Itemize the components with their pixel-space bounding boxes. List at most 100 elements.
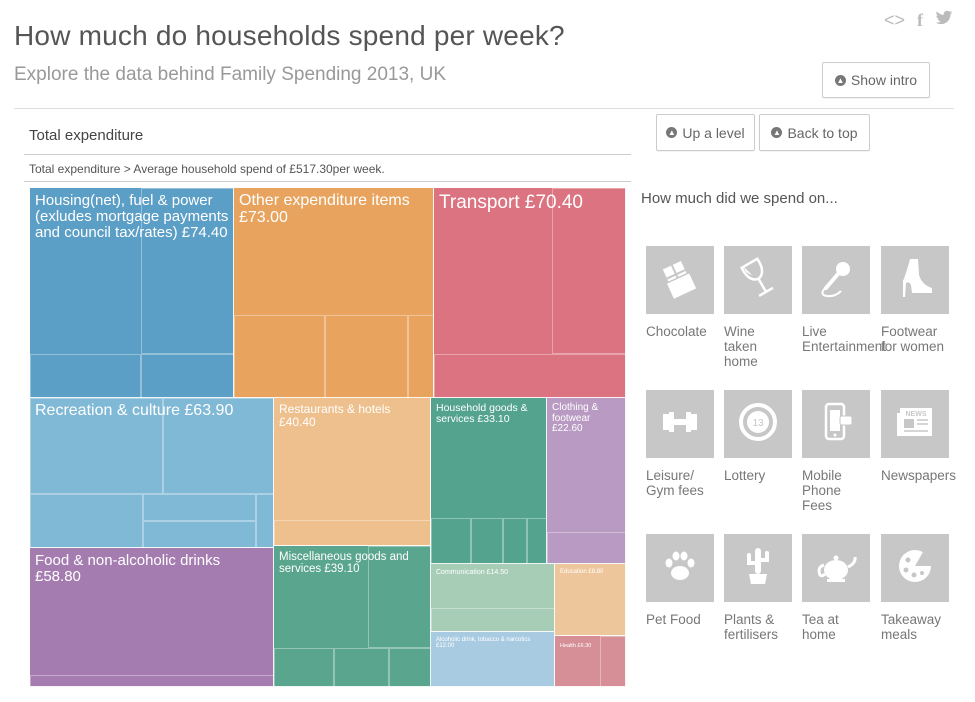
spend-tile-label: Mobile Phone Fees — [802, 468, 842, 513]
lottery-number: 13 — [752, 418, 764, 429]
treemap-label: Recreation & culture £63.90 — [35, 402, 234, 419]
treemap-subcell — [30, 675, 273, 686]
spend-tile-label: Plants & fertilisers — [724, 612, 779, 642]
treemap-subcell — [141, 354, 233, 397]
back-to-top-button[interactable]: ▲ Back to top — [759, 114, 870, 151]
spend-tile-gym[interactable]: Leisure/ Gym fees — [646, 390, 714, 498]
treemap-label: Transport £70.40 — [439, 192, 583, 213]
treemap-label: Food & non-alcoholic drinks £58.80 — [35, 552, 221, 585]
treemap-subcell — [30, 398, 163, 494]
treemap-subcell — [141, 188, 233, 354]
treemap-label: Alcoholic drink, tobacco & narcotics £12… — [436, 637, 531, 650]
spend-tile-lottery[interactable]: 13 Lottery — [724, 390, 792, 483]
treemap-cell-health[interactable]: Health £6.30 — [555, 636, 626, 687]
treemap-cell-communication[interactable]: Communication £14.50 — [431, 564, 555, 632]
treemap-label: Miscellaneous goods and services £39.10 — [279, 551, 409, 576]
spend-tile-label: Pet Food — [646, 612, 701, 627]
treemap-subcell — [431, 518, 471, 563]
treemap-subcell — [143, 494, 256, 521]
treemap-cell-miscellaneous[interactable]: Miscellaneous goods and services £39.10 — [274, 546, 431, 687]
wine-glass-icon — [735, 255, 781, 306]
page-subtitle: Explore the data behind Family Spending … — [14, 64, 446, 85]
embed-icon[interactable]: <> — [883, 10, 905, 30]
spend-tile-label: Chocolate — [646, 324, 707, 339]
treemap-cell-education[interactable]: Education £8.80 — [555, 564, 626, 636]
treemap-subcell — [30, 494, 143, 547]
newspaper-icon: NEWS — [892, 399, 938, 450]
treemap-cell-alcohol[interactable]: Alcoholic drink, tobacco & narcotics £12… — [431, 632, 555, 687]
treemap-subcell — [368, 546, 430, 648]
treemap-label: Other expenditure items £73.00 — [239, 192, 410, 226]
up-a-level-button[interactable]: ▲ Up a level — [656, 114, 755, 151]
treemap-subcell — [434, 354, 625, 397]
spend-tile-label: Newspapers — [881, 468, 957, 483]
spend-tile-label: Takeaway meals — [881, 612, 942, 642]
treemap-cell-transport[interactable]: Transport £70.40 — [434, 188, 626, 398]
spend-tile-mobile[interactable]: Mobile Phone Fees — [802, 390, 870, 513]
up-arrow-icon: ▲ — [834, 74, 846, 86]
treemap-subcell — [527, 518, 546, 563]
treemap-label: Health £6.30 — [560, 643, 592, 649]
treemap-subcell — [547, 532, 625, 563]
spend-heading: How much did we spend on... — [641, 190, 838, 207]
treemap-cell-food[interactable]: Food & non-alcoholic drinks £58.80 — [30, 548, 274, 687]
treemap-label: Restaurants & hotels £40.40 — [279, 402, 391, 429]
treemap-cell-restaurants[interactable]: Restaurants & hotels £40.40 — [274, 398, 431, 546]
spend-tile-newspapers[interactable]: NEWS Newspapers — [881, 390, 956, 483]
treemap-cell-housing[interactable]: Housing(net), fuel & power (exludes mort… — [30, 188, 234, 398]
spend-tile-takeaway[interactable]: Takeaway meals — [881, 534, 949, 642]
spend-tile-plants[interactable]: Plants & fertilisers — [724, 534, 792, 642]
treemap-subcell — [408, 315, 433, 397]
treemap-subcell — [256, 494, 273, 547]
treemap-cell-clothing[interactable]: Clothing & footwear £22.60 — [547, 398, 626, 564]
treemap-label: Housing(net), fuel & power (exludes mort… — [35, 192, 229, 241]
newspaper-masthead: NEWS — [906, 411, 927, 418]
breadcrumb-divider-bottom — [24, 181, 631, 182]
microphone-icon — [813, 255, 859, 306]
twitter-icon[interactable] — [935, 10, 953, 31]
treemap-title: Total expenditure — [29, 127, 144, 144]
share-bar: <> f — [884, 10, 953, 31]
treemap-cell-recreation[interactable]: Recreation & culture £63.90 — [30, 398, 274, 548]
breadcrumb[interactable]: Total expenditure > Average household sp… — [29, 162, 385, 176]
spend-tile-label: Wine taken home — [724, 324, 758, 369]
treemap-subcell — [274, 648, 334, 686]
chocolate-icon — [657, 255, 703, 306]
treemap-subcell — [431, 608, 554, 631]
mobile-phone-icon — [813, 399, 859, 450]
spend-tile-pet-food[interactable]: Pet Food — [646, 534, 714, 627]
spend-tile-label: Leisure/ Gym fees — [646, 468, 704, 498]
spend-tile-chocolate[interactable]: Chocolate — [646, 246, 714, 339]
up-arrow-icon: ▲ — [771, 127, 783, 138]
spend-tile-label: Footwear for women — [881, 324, 945, 354]
treemap-subcell — [30, 354, 141, 397]
treemap-subcell — [325, 315, 408, 397]
page-title: How much do households spend per week? — [14, 20, 565, 51]
treemap-subcell — [389, 648, 430, 686]
spending-treemap: Housing(net), fuel & power (exludes mort… — [30, 188, 626, 687]
spend-tile-footwear[interactable]: Footwear for women — [881, 246, 949, 354]
spend-tile-live-entertainment[interactable]: Live Entertainment — [802, 246, 886, 354]
back-to-top-label: Back to top — [787, 124, 858, 141]
spend-tile-tea[interactable]: Tea at home — [802, 534, 870, 642]
show-intro-button[interactable]: ▲ Show intro — [822, 62, 930, 98]
spend-tile-label: Lottery — [724, 468, 766, 483]
up-arrow-icon: ▲ — [666, 127, 678, 138]
lottery-ball-icon: 13 — [735, 399, 781, 450]
treemap-label: Household goods & services £33.10 — [436, 402, 528, 426]
high-heel-icon — [892, 255, 938, 306]
up-a-level-label: Up a level — [682, 124, 745, 141]
treemap-subcell — [471, 518, 503, 563]
treemap-subcell — [274, 520, 430, 545]
spend-tile-wine[interactable]: Wine taken home — [724, 246, 792, 369]
treemap-subcell — [163, 398, 273, 494]
teapot-icon — [813, 543, 859, 594]
treemap-label: Clothing & footwear £22.60 — [552, 402, 599, 434]
treemap-cell-household-goods[interactable]: Household goods & services £33.10 — [431, 398, 547, 564]
treemap-label: Education £8.80 — [560, 569, 604, 575]
treemap-subcell — [552, 188, 625, 354]
facebook-icon[interactable]: f — [917, 10, 923, 30]
header-divider — [14, 108, 954, 109]
treemap-cell-other-expenditure[interactable]: Other expenditure items £73.00 — [234, 188, 434, 398]
paw-icon — [657, 543, 703, 594]
